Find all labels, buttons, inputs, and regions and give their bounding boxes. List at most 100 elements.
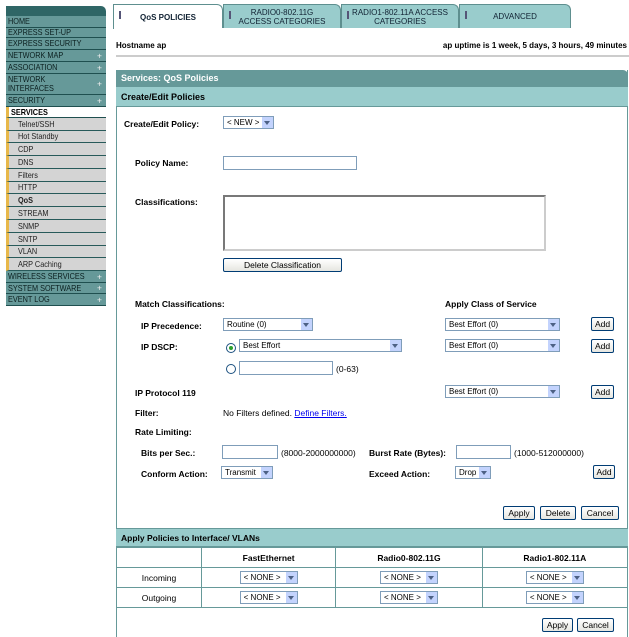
sidebar-item-network-interfaces[interactable]: NETWORK INTERFACES + [6,74,106,95]
conform-action-select[interactable]: Transmit [221,466,273,479]
interface-policy-select[interactable]: < NONE > [525,571,584,584]
add-protocol-button[interactable]: Add [591,385,614,399]
sidebar-item-hot-standby[interactable]: Hot Standby [6,131,106,143]
sidebar-item-wireless-services[interactable]: WIRELESS SERVICES + [6,271,106,283]
sidebar-item-label: NETWORK MAP [8,50,64,60]
col-radio0: Radio0-802.11G [335,547,483,568]
sidebar-item-label: VLAN [18,246,38,256]
interfaces-apply-button[interactable]: Apply [542,618,573,632]
cos-select-precedence[interactable]: Best Effort (0) [445,318,560,331]
interface-policy-select[interactable]: < NONE > [525,591,584,604]
sidebar-item-label: Telnet/SSH [18,118,55,129]
sidebar-item-express-set-up[interactable]: EXPRESS SET-UP [6,28,106,38]
expand-plus-icon[interactable]: + [97,62,102,72]
sidebar-item-label: ASSOCIATION [8,62,58,72]
sidebar-item-network-map[interactable]: NETWORK MAP + [6,50,106,62]
sidebar-item-filters[interactable]: Filters [6,169,106,182]
interfaces-cancel-button[interactable]: Cancel [577,618,614,632]
sidebar-item-label: HOME [8,16,30,26]
sidebar-item-qos[interactable]: QoS [6,194,106,207]
uptime: ap uptime is 1 week, 5 days, 3 hours, 49… [442,41,627,50]
sidebar-item-snmp[interactable]: SNMP [6,220,106,233]
dscp-named-radio[interactable] [226,343,236,353]
add-rate-limit-button[interactable]: Add [593,465,615,479]
filter-label: Filter: [135,408,159,418]
table-row: Incoming < NONE > < NONE > < NONE > [116,567,629,588]
classifications-list[interactable] [223,195,546,251]
interface-policy-select[interactable]: < NONE > [239,591,298,604]
sidebar-item-arp-caching[interactable]: ARP Caching [6,258,106,271]
policy-cell: < NONE > [200,567,337,588]
expand-plus-icon[interactable]: + [97,78,102,89]
sidebar-item-vlan[interactable]: VLAN [6,246,106,258]
panel-title: Services: QoS Policies [116,70,628,87]
burst-input[interactable] [456,445,511,459]
sidebar-item-telnet-ssh[interactable]: Telnet/SSH [6,118,106,131]
sidebar-item-association[interactable]: ASSOCIATION + [6,62,106,74]
sidebar-item-label: STREAM [18,207,49,218]
tab-qos-policies[interactable]: QoS POLICIES [113,4,223,29]
bps-range: (8000-2000000000) [281,448,356,458]
expand-plus-icon[interactable]: + [97,50,102,60]
sidebar-item-security[interactable]: SECURITY + [6,95,106,107]
sidebar-item-event-log[interactable]: EVENT LOG + [6,294,106,306]
policy-name-label: Policy Name: [135,158,189,168]
sidebar-item-label: ARP Caching [18,258,62,269]
define-filters-link[interactable]: Define Filters. [294,408,347,418]
interface-policy-select[interactable]: < NONE > [239,571,298,584]
tab-radio1-access-categories[interactable]: RADIO1-802.11A ACCESS CATEGORIES [341,4,459,28]
sidebar-item-label: EXPRESS SET-UP [8,28,71,37]
cancel-button[interactable]: Cancel [581,506,619,520]
cos-select-dscp[interactable]: Best Effort (0) [445,339,560,352]
match-classifications-label: Match Classifications: [135,299,225,309]
ip-dscp-select[interactable]: Best Effort [239,339,402,352]
add-dscp-button[interactable]: Add [591,339,614,353]
sidebar-item-label: QoS [18,194,34,205]
delete-classification-button[interactable]: Delete Classification [223,258,342,272]
sidebar-item-dns[interactable]: DNS [6,156,106,169]
sidebar-item-system-software[interactable]: SYSTEM SOFTWARE + [6,283,106,294]
expand-plus-icon[interactable]: + [97,294,102,304]
tab-advanced[interactable]: ADVANCED [459,4,571,28]
sidebar-item-label: SNTP [18,233,38,244]
interfaces-table: FastEthernet Radio0-802.11G Radio1-802.1… [116,547,629,608]
apply-button[interactable]: Apply [503,506,535,520]
sidebar-item-sntp[interactable]: SNTP [6,233,106,246]
policy-cell: < NONE > [481,567,629,588]
cos-select-protocol[interactable]: Best Effort (0) [445,385,560,398]
burst-range: (1000-512000000) [514,448,584,458]
sidebar-item-label: CDP [18,143,34,154]
policy-name-input[interactable] [223,156,357,170]
expand-plus-icon[interactable]: + [97,95,102,105]
interface-policy-select[interactable]: < NONE > [379,571,438,584]
sidebar-item-cdp[interactable]: CDP [6,143,106,156]
sidebar-item-label: SECURITY [8,95,45,105]
ip-dscp-label: IP DSCP: [141,342,178,352]
interface-policy-select[interactable]: < NONE > [379,591,438,604]
create-edit-label: Create/Edit Policy: [124,119,200,129]
expand-plus-icon[interactable]: + [97,271,102,281]
dscp-value-input[interactable] [239,361,333,375]
ip-precedence-select[interactable]: Routine (0) [223,318,313,331]
sidebar-item-label: EVENT LOG [8,294,50,304]
bps-input[interactable] [222,445,278,459]
sidebar-item-label: SERVICES [11,107,48,117]
exceed-action-select[interactable]: Drop [455,466,491,479]
dscp-value-radio[interactable] [226,364,236,374]
sidebar-item-home[interactable]: HOME [6,16,106,28]
row-label: Incoming [116,567,202,588]
sidebar-item-label: Hot Standby [18,131,59,141]
no-filters-text: No Filters defined. [223,408,292,418]
sidebar-item-services[interactable]: SERVICES [6,107,106,118]
expand-plus-icon[interactable]: + [97,283,102,293]
sidebar-item-http[interactable]: HTTP [6,182,106,194]
add-precedence-button[interactable]: Add [591,317,614,331]
divider [116,55,629,57]
create-edit-select[interactable]: < NEW > [223,116,274,129]
rate-limiting-label: Rate Limiting: [135,427,192,437]
sidebar-item-stream[interactable]: STREAM [6,207,106,220]
tab-radio0-access-categories[interactable]: RADIO0-802.11G ACCESS CATEGORIES [223,4,341,28]
delete-button[interactable]: Delete [540,506,576,520]
conform-action-label: Conform Action: [141,469,208,479]
sidebar-item-express-security[interactable]: EXPRESS SECURITY [6,38,106,50]
